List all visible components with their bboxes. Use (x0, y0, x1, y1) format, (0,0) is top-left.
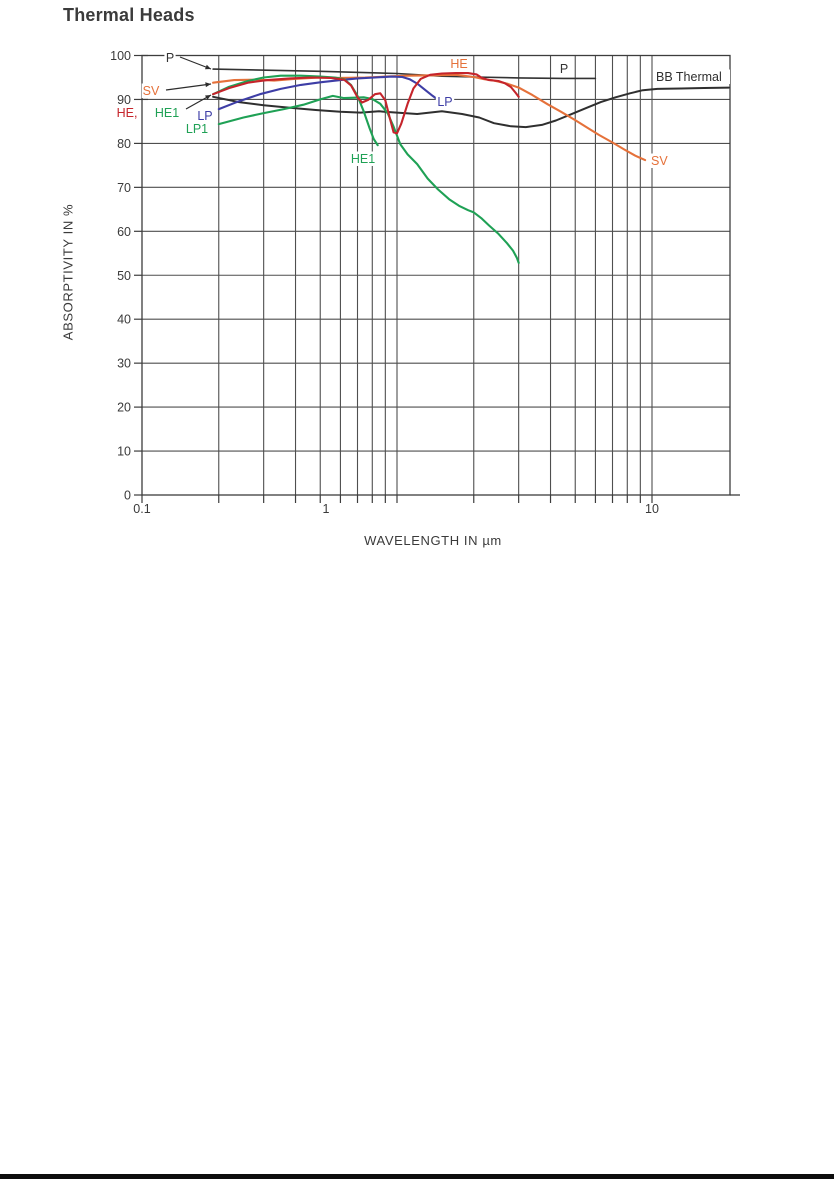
page-title: Thermal Heads (63, 5, 195, 25)
label-backing-p-right (558, 61, 570, 76)
series-lp1 (217, 94, 520, 264)
curve-label-sv-right: SV (651, 154, 668, 168)
series-bb-thermal (212, 86, 730, 129)
absorptivity-chart: 0 10 20 30 40 50 60 70 80 90 100 0.1 1 10 P SV HE, HE1 LP L… (110, 49, 740, 516)
y-tick-label: 20 (117, 401, 131, 415)
x-tick-label: 10 (645, 502, 659, 516)
curve-label-he-top: HE (450, 57, 467, 71)
curve-label-p-right: P (560, 62, 568, 76)
y-tick-label: 40 (117, 313, 131, 327)
page-footer-rule (0, 1174, 834, 1179)
y-tick-label: 10 (117, 445, 131, 459)
x-axis-title: WAVELENGTH IN µm (364, 533, 502, 548)
y-tick-label: 90 (117, 93, 131, 107)
curve-label-sv-left: SV (143, 84, 160, 98)
label-backing-lp1-left (184, 121, 210, 136)
label-backing-he-top (449, 56, 469, 71)
y-tick-label: 80 (117, 137, 131, 151)
curve-label-he1-left: HE1 (155, 106, 179, 120)
y-tick-label: 70 (117, 181, 131, 195)
series-sv (212, 73, 647, 162)
label-backing-he1-mid (350, 151, 376, 166)
callout-arrow-head (205, 95, 211, 100)
label-backing-sv-left (141, 83, 161, 98)
y-tick-label: 50 (117, 269, 131, 283)
curve-label-lp1-left: LP1 (186, 122, 208, 136)
label-backing-p-left (164, 50, 176, 65)
y-axis-title: ABSORPTIVITY IN % (60, 203, 76, 341)
curve-label-lp-left: LP (197, 109, 212, 123)
callout-arrow-line (165, 83, 212, 91)
callout-arrow-line (179, 56, 212, 70)
curve-label-lp-mid: LP (437, 95, 452, 109)
curve-label-he1-mid: HE1 (351, 152, 375, 166)
label-backing-bb-label (654, 69, 730, 84)
y-tick-label: 30 (117, 357, 131, 371)
label-backing-he-left (114, 105, 140, 120)
curve-label-bb-label: BB Thermal (656, 70, 722, 84)
callout-arrow-head (205, 64, 211, 70)
label-backing-he1-left (154, 105, 180, 120)
y-tick-label: 0 (124, 489, 131, 503)
callout-arrow-head (205, 82, 211, 88)
x-tick-label: 0.1 (133, 502, 150, 516)
label-backing-lp-mid (435, 94, 455, 109)
label-backing-lp-left (195, 108, 215, 123)
series-he (212, 72, 520, 135)
curve-label-he-left: HE, (117, 106, 138, 120)
series-p (212, 68, 597, 80)
series-lp (217, 75, 440, 111)
y-tick-label: 100 (110, 49, 131, 63)
plot-border (141, 54, 731, 496)
y-tick-label: 60 (117, 225, 131, 239)
label-backing-sv-right (649, 153, 668, 168)
curve-label-p-left: P (166, 51, 174, 65)
x-tick-label: 1 (323, 502, 330, 516)
